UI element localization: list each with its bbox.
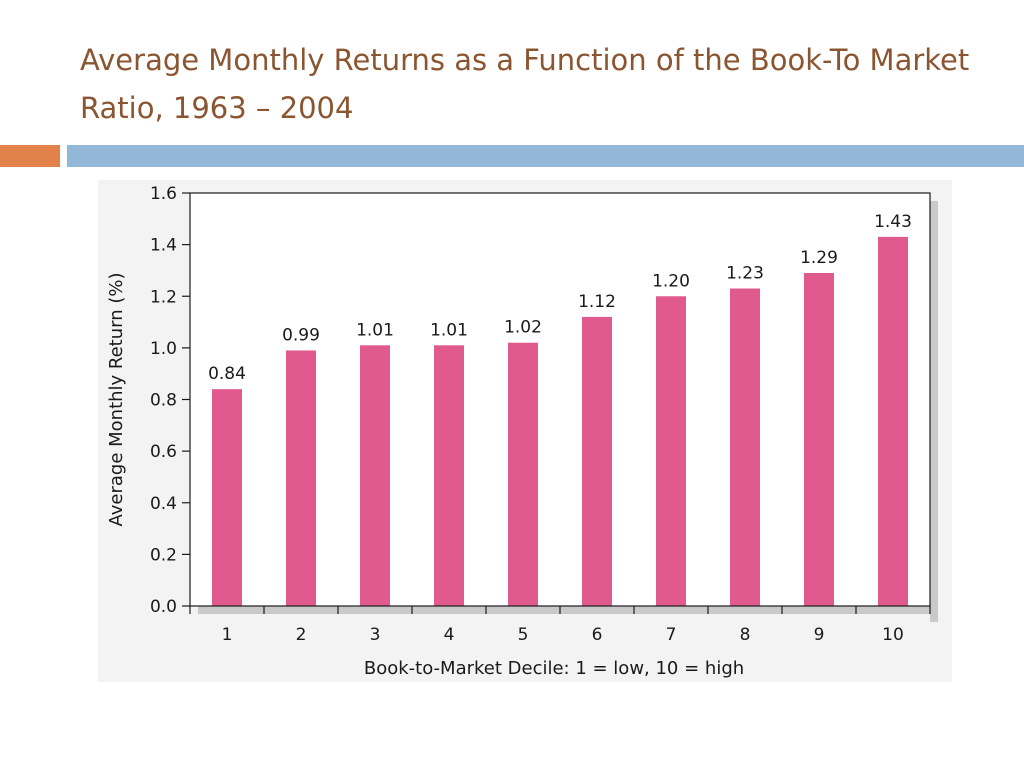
bar [656, 296, 686, 606]
labels-layer: 0.84 0.99 1.01 1.01 1.02 1.12 1.20 1.23 1.29 1.43 [208, 212, 912, 384]
y-tick-label: 0.4 [150, 494, 177, 514]
y-tick-label: 0.0 [150, 597, 177, 617]
x-tick-label: 5 [518, 625, 529, 645]
x-tick-label: 9 [814, 625, 825, 645]
x-tick-label: 7 [666, 625, 677, 645]
bar [582, 316, 612, 606]
bar [360, 345, 390, 606]
y-tick-label: 0.2 [150, 545, 177, 565]
y-tick-label: 1.6 [150, 184, 177, 204]
y-tick-label: 0.8 [150, 391, 177, 411]
bar [730, 288, 760, 606]
data-label: 1.29 [800, 248, 838, 268]
bar [804, 273, 834, 606]
bars-layer [212, 236, 908, 606]
plot-shadow-right [930, 201, 938, 622]
data-label: 1.01 [430, 320, 468, 340]
y-tick-label: 0.6 [150, 442, 177, 462]
x-tick-label: 1 [222, 625, 233, 645]
data-label: 0.99 [282, 325, 320, 345]
data-label: 1.20 [652, 271, 690, 291]
bar [286, 350, 316, 606]
y-tick-label: 1.0 [150, 339, 177, 359]
plot-shadow-bottom [198, 606, 938, 614]
data-label: 1.02 [504, 318, 542, 338]
y-axis-title: Average Monthly Return (%) [106, 272, 127, 526]
x-tick-label: 10 [882, 625, 904, 645]
data-label: 1.12 [578, 292, 616, 312]
data-label: 1.43 [874, 212, 912, 232]
x-tick-label: 6 [592, 625, 603, 645]
chart-panel: 0.84 0.99 1.01 1.01 1.02 1.12 1.20 1.23 1.29 1.43… [98, 180, 952, 682]
x-tick-label: 2 [296, 625, 307, 645]
accent-bar-orange [0, 145, 60, 167]
accent-bar-blue [67, 145, 1024, 167]
x-tick-label: 8 [740, 625, 751, 645]
data-label: 1.01 [356, 320, 394, 340]
bar-chart: 0.840.99 1.01 1.01 1.021.121.20 1.231.291.43… [106, 184, 938, 679]
bar [434, 345, 464, 606]
y-tick-label: 1.2 [150, 287, 177, 307]
bar [878, 236, 908, 606]
x-tick-label: 4 [444, 625, 455, 645]
x-axis-title: Book-to-Market Decile: 1 = low, 10 = hig… [364, 658, 744, 679]
data-label: 1.23 [726, 264, 764, 284]
bar [212, 389, 242, 606]
bar [508, 342, 538, 606]
data-label: 0.84 [208, 364, 246, 384]
y-tick-label: 1.4 [150, 236, 177, 256]
x-tick-label: 3 [370, 625, 381, 645]
slide-title: Average Monthly Returns as a Function of… [80, 43, 970, 125]
axes-layer: 1 2 3 4 5 6 7 8 9 10 0.0 0.2 0.4 0.6 0.8 1.0 1.2 1.4 1.6 [150, 184, 938, 645]
